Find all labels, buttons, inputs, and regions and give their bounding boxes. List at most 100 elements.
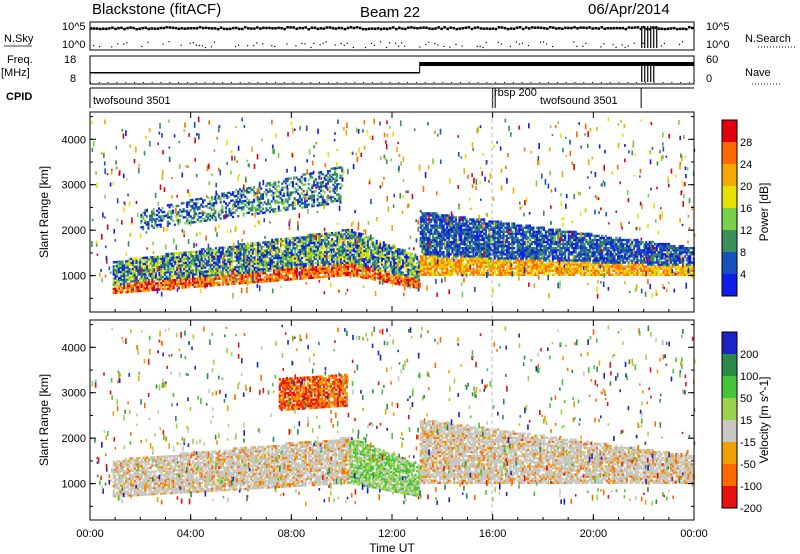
echo-cell [486, 265, 489, 268]
nsearch-point [552, 45, 554, 48]
echo-cell [433, 259, 436, 262]
echo-cell [393, 269, 396, 273]
echo-cell [366, 262, 369, 266]
echo-cell [458, 228, 461, 231]
echo-cell [421, 216, 424, 219]
echo-cell [498, 228, 502, 231]
echo-cell [525, 232, 528, 236]
echo-cell [474, 240, 477, 244]
echo-cell [354, 250, 357, 253]
echo-cell [287, 241, 290, 244]
echo-cell [491, 261, 495, 264]
echo-cell [179, 268, 182, 271]
echo-cell [391, 259, 394, 262]
echo-cell [354, 231, 357, 235]
nsky-point [213, 27, 217, 30]
echo-cell [315, 268, 318, 271]
echo-cell [402, 261, 405, 264]
echo-cell [483, 271, 486, 274]
nsky-point [346, 26, 350, 30]
echo-cell [163, 255, 166, 258]
echo-cell [486, 269, 489, 272]
nsky-point [228, 27, 232, 31]
echo-cell [423, 273, 426, 276]
echo-cell [395, 272, 398, 275]
echo-cell [375, 260, 378, 263]
echo-cell [472, 242, 475, 246]
echo-cell [324, 273, 327, 276]
echo-cell [435, 249, 438, 252]
echo-cell [264, 265, 267, 269]
echo-cell [458, 263, 461, 266]
echo-cell [276, 273, 279, 276]
echo-cell [227, 252, 230, 255]
echo-cell [288, 268, 291, 271]
echo-cell [144, 272, 147, 276]
echo-cell [442, 273, 445, 276]
nave-point [680, 82, 682, 83]
echo-cell [200, 272, 203, 276]
echo-cell [317, 249, 320, 252]
echo-cell [195, 256, 198, 260]
echo-cell [258, 260, 261, 263]
echo-cell [393, 251, 396, 254]
echo-cell [525, 269, 528, 272]
echo-cell [490, 269, 493, 272]
echo-cell [216, 283, 219, 287]
echo-cell [502, 267, 505, 270]
echo-cell [206, 276, 209, 279]
echo-cell [491, 242, 495, 246]
echo-cell [463, 263, 466, 266]
echo-cell [160, 277, 163, 281]
echo-cell [313, 257, 316, 261]
echo-cell [370, 240, 373, 244]
nave-point [266, 82, 268, 83]
nsearch-point [198, 44, 200, 47]
echo-cell [202, 276, 205, 280]
echo-cell [318, 255, 321, 258]
echo-cell [363, 257, 366, 261]
echo-cell [481, 242, 484, 246]
echo-cell [345, 269, 348, 273]
echo-cell [465, 218, 468, 221]
echo-cell [246, 248, 249, 252]
echo-cell [154, 257, 158, 261]
echo-cell [456, 265, 459, 268]
nsearch-label: N.Search [745, 33, 791, 45]
echo-cell [440, 220, 443, 223]
echo-cell [160, 273, 163, 277]
echo-cell [281, 252, 284, 255]
echo-cell [484, 234, 487, 238]
nsky-point [159, 26, 163, 30]
echo-cell [331, 246, 334, 249]
echo-cell [154, 263, 158, 267]
echo-cell [283, 256, 286, 259]
echo-cell [384, 264, 387, 267]
nave-point [248, 82, 250, 83]
freq-tick-low: 8 [70, 73, 76, 85]
echo-cell [260, 268, 263, 271]
echo-cell [396, 280, 399, 284]
echo-cell [140, 265, 143, 268]
echo-cell [393, 253, 396, 256]
echo-cell [313, 251, 316, 255]
echo-cell [142, 275, 145, 278]
echo-cell [440, 244, 443, 248]
nsky-spike [647, 26, 649, 48]
nsky-point [500, 26, 504, 29]
echo-cell [195, 269, 198, 272]
echo-cell [117, 268, 121, 272]
echo-cell [137, 271, 140, 274]
echo-cell [454, 267, 458, 270]
echo-cell [412, 257, 415, 260]
echo-cell [334, 254, 337, 257]
echo-cell [320, 259, 323, 262]
echo-cell [544, 271, 547, 274]
echo-cell [488, 236, 491, 240]
echo-cell [444, 267, 447, 270]
echo-cell [432, 234, 435, 238]
echo-cell [216, 271, 219, 274]
echo-cell [272, 263, 276, 266]
echo-cell [151, 280, 154, 284]
echo-cell [260, 245, 263, 249]
